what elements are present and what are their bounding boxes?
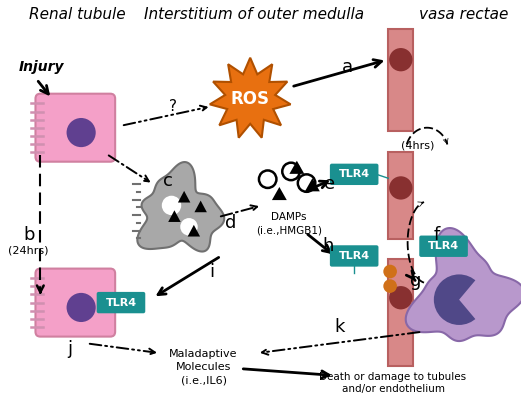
Polygon shape — [210, 58, 290, 138]
Text: DAMPs
(i.e.,HMGB1): DAMPs (i.e.,HMGB1) — [256, 212, 322, 235]
Text: ?: ? — [169, 99, 177, 114]
FancyBboxPatch shape — [330, 164, 378, 185]
Text: b: b — [23, 225, 34, 243]
Polygon shape — [272, 187, 287, 200]
Circle shape — [66, 293, 96, 322]
FancyBboxPatch shape — [330, 245, 378, 267]
Wedge shape — [459, 279, 486, 320]
Text: (24hrs): (24hrs) — [8, 245, 49, 255]
Polygon shape — [138, 162, 224, 251]
Text: vasa rectae: vasa rectae — [419, 8, 509, 22]
Circle shape — [282, 163, 300, 180]
Polygon shape — [305, 178, 320, 192]
Text: f: f — [434, 225, 440, 243]
Polygon shape — [406, 228, 524, 341]
FancyBboxPatch shape — [96, 292, 145, 313]
Polygon shape — [168, 210, 181, 222]
Circle shape — [383, 265, 397, 279]
Circle shape — [389, 48, 413, 71]
Text: k: k — [335, 318, 345, 336]
Text: TLR4: TLR4 — [339, 251, 370, 261]
Circle shape — [389, 286, 413, 309]
Bar — [388, 152, 414, 239]
Text: TLR4: TLR4 — [428, 241, 459, 251]
Circle shape — [259, 170, 277, 188]
Circle shape — [298, 174, 315, 192]
Polygon shape — [178, 191, 190, 203]
Polygon shape — [289, 161, 304, 174]
Circle shape — [389, 176, 413, 200]
Bar — [388, 259, 414, 366]
Text: TLR4: TLR4 — [105, 298, 136, 308]
Text: TLR4: TLR4 — [339, 169, 370, 179]
FancyBboxPatch shape — [419, 235, 468, 257]
Text: a: a — [342, 59, 353, 77]
Text: Injury: Injury — [19, 61, 64, 75]
Text: Renal tubule: Renal tubule — [29, 8, 125, 22]
Text: Death or damage to tubules
and/or endothelium: Death or damage to tubules and/or endoth… — [319, 371, 466, 394]
Polygon shape — [188, 225, 200, 237]
Text: c: c — [163, 172, 172, 190]
Text: ROS: ROS — [231, 89, 270, 108]
Circle shape — [434, 275, 484, 325]
Text: g: g — [409, 272, 421, 290]
FancyBboxPatch shape — [35, 94, 115, 162]
Text: Interstitium of outer medulla: Interstitium of outer medulla — [144, 8, 364, 22]
Text: Maladaptive
Molecules
(i.e.,IL6): Maladaptive Molecules (i.e.,IL6) — [169, 349, 238, 386]
FancyBboxPatch shape — [35, 269, 115, 337]
Text: (4hrs): (4hrs) — [401, 140, 434, 150]
Circle shape — [66, 118, 96, 147]
Text: i: i — [209, 263, 214, 280]
Text: h: h — [322, 237, 334, 255]
Circle shape — [162, 196, 181, 215]
Polygon shape — [194, 201, 207, 212]
Text: d: d — [225, 214, 237, 232]
Text: j: j — [67, 340, 72, 358]
Bar — [388, 29, 414, 130]
Circle shape — [383, 279, 397, 293]
Text: e: e — [324, 175, 336, 193]
Circle shape — [180, 218, 198, 235]
